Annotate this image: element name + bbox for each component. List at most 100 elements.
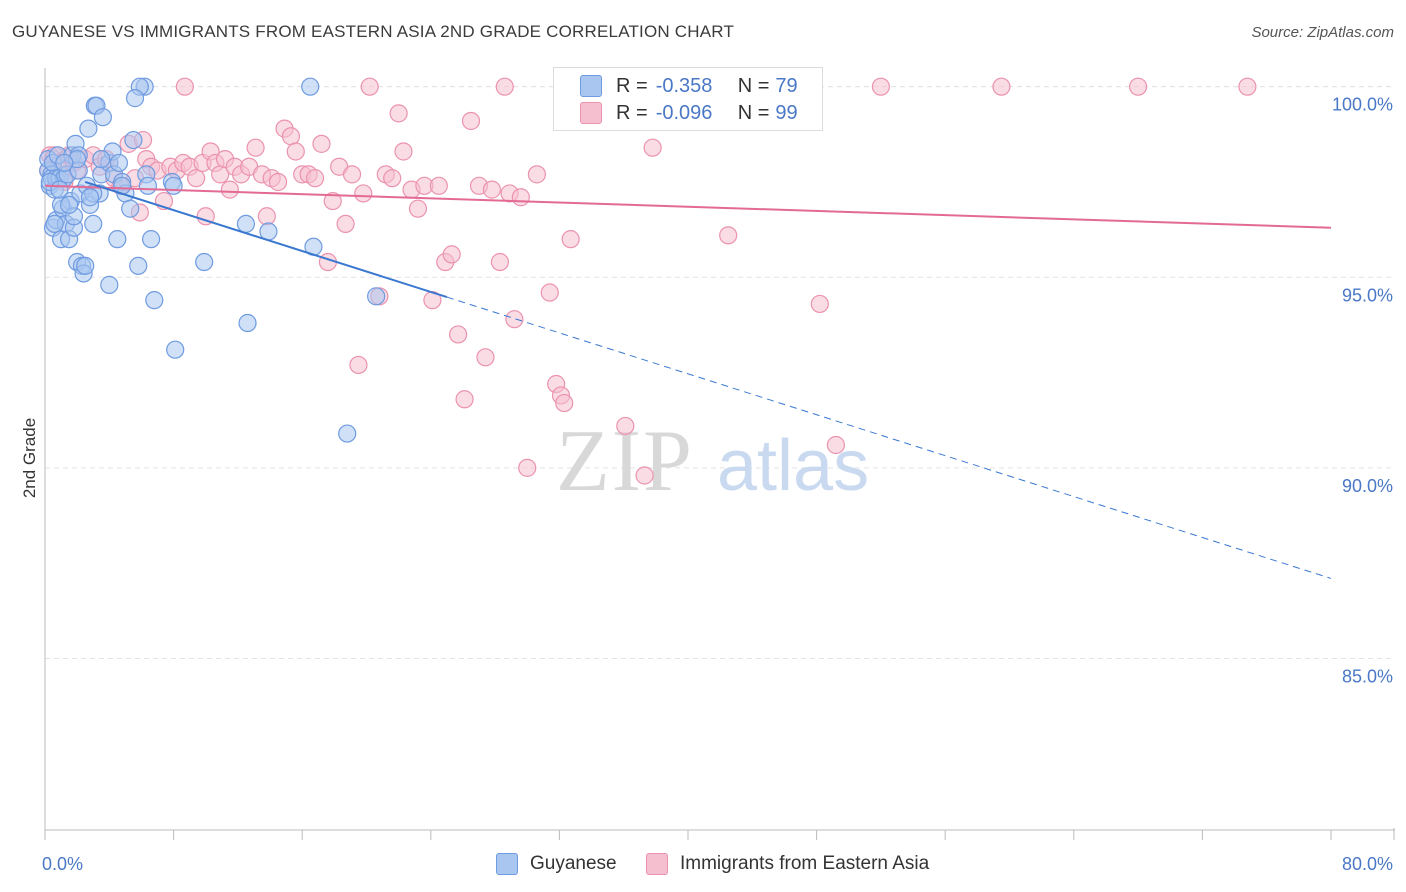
legend-swatch-blue [580,75,602,97]
data-point-guyanese [55,153,74,173]
axes [44,68,1395,840]
data-point-eastern-asia [257,207,276,226]
data-point-eastern-asia [220,180,239,199]
data-point-guyanese [236,214,256,234]
data-point-eastern-asia [810,294,829,314]
trend-line-guyanese [84,181,448,299]
chart-title: GUYANESE VS IMMIGRANTS FROM EASTERN ASIA… [12,22,735,41]
data-point-guyanese [166,340,185,359]
data-point-eastern-asia [286,142,305,161]
data-point-eastern-asia [476,348,495,367]
legend-n-label: N = [737,101,770,124]
data-point-eastern-asia [505,310,524,329]
data-point-guyanese [238,313,257,333]
data-point-eastern-asia [495,77,514,96]
data-point-eastern-asia [871,77,891,96]
data-point-guyanese [92,150,111,169]
data-point-eastern-asia [360,77,379,96]
data-point-eastern-asia [511,188,530,207]
data-point-eastern-asia [826,435,845,455]
data-point-eastern-asia [455,390,474,409]
data-point-guyanese [367,287,386,306]
x-tick-label: 80.0% [1342,854,1393,874]
data-point-eastern-asia [1238,77,1257,96]
watermark: ZIP atlas [556,413,869,510]
data-point-eastern-asia [389,104,408,123]
tick-labels: 85.0% 90.0% 95.0% 100.0% 0.0% 80.0% [42,95,1393,874]
legend-r-value: -0.358 [655,74,713,97]
data-point-eastern-asia [383,169,402,188]
legend-row-guyanese: R = -0.358 N = 79 [580,73,798,99]
data-point-eastern-asia [1128,77,1148,96]
data-point-guyanese [79,119,98,138]
bottom-legend-guyanese: Guyanese [496,851,617,877]
bottom-legend-eastern-asia: Immigrants from Eastern Asia [646,851,929,877]
data-point-eastern-asia [643,138,662,157]
data-point-eastern-asia [312,134,331,153]
trend-line-guyanese-extrapolated [446,296,1332,579]
data-point-eastern-asia [540,283,559,302]
data-point-guyanese [108,230,127,249]
legend-r-label: R = [616,74,648,97]
data-point-guyanese [109,153,129,173]
data-point-eastern-asia [555,393,574,413]
data-point-guyanese [301,77,320,96]
bottom-legend-swatch-pink [646,853,668,875]
data-point-guyanese [129,256,148,275]
data-point-eastern-asia [518,458,537,477]
y-tick-label: 90.0% [1342,476,1393,496]
data-point-eastern-asia [246,138,265,157]
data-point-eastern-asia [323,191,342,211]
series-blue-points [39,77,386,443]
legend-r-label: R = [616,101,648,124]
source-label: Source: ZipAtlas.com [1251,24,1394,41]
y-axis-label: 2nd Grade [20,418,39,498]
data-point-eastern-asia [429,176,448,195]
data-point-eastern-asia [561,230,580,249]
data-point-eastern-asia [175,77,194,96]
data-point-eastern-asia [354,184,373,203]
data-point-guyanese [80,188,100,207]
data-point-guyanese [121,199,140,218]
data-point-guyanese [76,256,95,275]
y-tick-label: 85.0% [1342,666,1393,686]
data-point-eastern-asia [268,172,288,192]
y-tick-label: 100.0% [1332,95,1393,115]
data-point-guyanese [338,424,357,443]
y-tick-label: 95.0% [1342,285,1393,305]
data-point-eastern-asia [336,214,355,234]
watermark-atlas: atlas [717,426,869,506]
data-point-eastern-asia [616,416,635,436]
data-point-guyanese [138,176,157,195]
trend-line-eastern-asia [44,184,1332,229]
legend-row-eastern-asia: R = -0.096 N = 99 [580,100,798,126]
series-pink-points [39,77,1257,485]
data-point-guyanese [93,108,112,127]
data-point-guyanese [141,230,161,249]
legend-n-value: 99 [775,101,798,124]
data-point-guyanese [124,130,143,150]
legend-swatch-pink [580,102,602,124]
data-point-eastern-asia [394,142,413,161]
data-point-eastern-asia [527,165,546,184]
bottom-legend-swatch-blue [496,853,518,875]
data-point-guyanese [45,214,64,234]
data-point-eastern-asia [442,245,461,264]
data-point-guyanese [84,214,103,234]
data-point-eastern-asia [187,169,206,188]
data-point-eastern-asia [449,325,468,344]
data-point-eastern-asia [635,466,654,485]
data-point-eastern-asia [342,165,362,184]
legend-n-label: N = [737,74,770,97]
legend-r-value: -0.096 [655,101,713,124]
data-point-guyanese [125,89,145,108]
legend-n-value: 79 [775,74,798,97]
data-point-eastern-asia [461,111,481,131]
data-point-eastern-asia [482,180,501,199]
data-point-eastern-asia [719,226,738,245]
data-point-eastern-asia [196,207,215,226]
data-point-eastern-asia [281,127,301,146]
data-point-guyanese [195,252,214,272]
data-point-eastern-asia [992,77,1011,96]
